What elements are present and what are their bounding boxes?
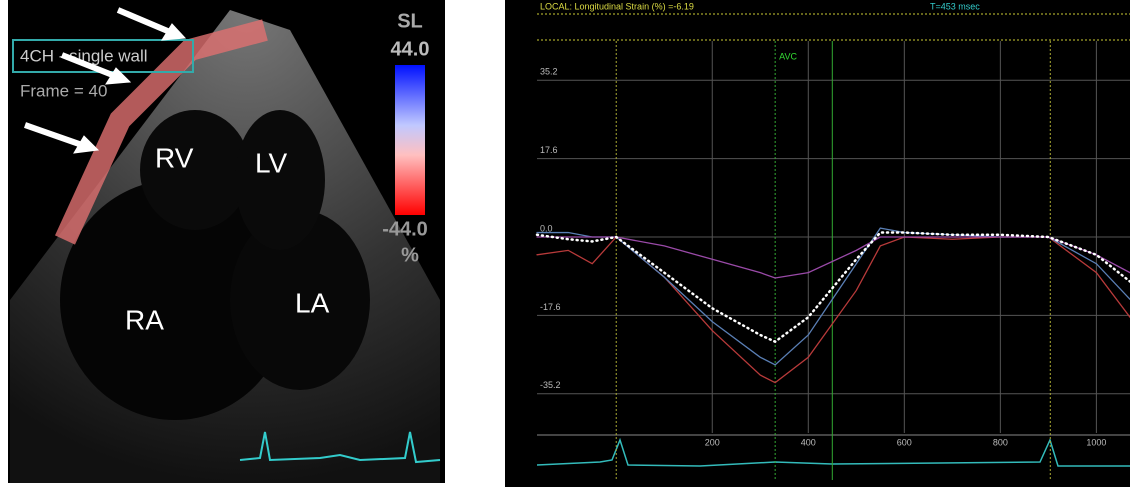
series-line <box>535 231 1130 344</box>
y-tick-label: 35.2 <box>540 67 558 77</box>
arrows <box>24 7 187 154</box>
header: LOCAL: Longitudinal Strain (%) =-6.19 <box>540 1 694 11</box>
series-line <box>536 236 1130 279</box>
chamber-label: RA <box>125 304 164 335</box>
y-tick-label: -17.6 <box>540 302 561 312</box>
y-tick-label: 17.6 <box>540 145 558 155</box>
wall-label: 4CH - single wall <box>20 46 148 65</box>
scale-max: 44.0 <box>391 38 430 60</box>
cavity <box>140 110 250 230</box>
scale-title: SL <box>397 10 423 32</box>
ecg-trace <box>239 431 441 464</box>
chamber-label: LV <box>255 147 287 178</box>
x-tick-label: 200 <box>705 437 720 447</box>
scale-min: -44.0 <box>382 218 428 240</box>
cavity <box>235 110 325 250</box>
x-tick-label: 1000 <box>1086 437 1106 447</box>
x-tick-label: 400 <box>801 437 816 447</box>
color-bar <box>395 65 425 215</box>
frame-label: Frame = 40 <box>20 81 107 100</box>
cavity <box>230 210 370 390</box>
cavity <box>60 180 290 420</box>
chamber-label: LA <box>295 287 330 318</box>
scale-unit: % <box>401 244 419 266</box>
y-tick-label: -35.2 <box>540 380 561 390</box>
ecg-trace <box>536 437 1130 467</box>
x-tick-label: 600 <box>897 437 912 447</box>
strain-overlay <box>55 19 268 245</box>
chamber-label: RV <box>155 142 194 173</box>
chart-bg <box>505 0 1130 487</box>
x-tick-label: 800 <box>993 437 1008 447</box>
y-tick-label: 0.0 <box>540 223 553 233</box>
annotation: AVC <box>779 51 797 61</box>
time-readout: T=453 msec <box>930 1 980 11</box>
